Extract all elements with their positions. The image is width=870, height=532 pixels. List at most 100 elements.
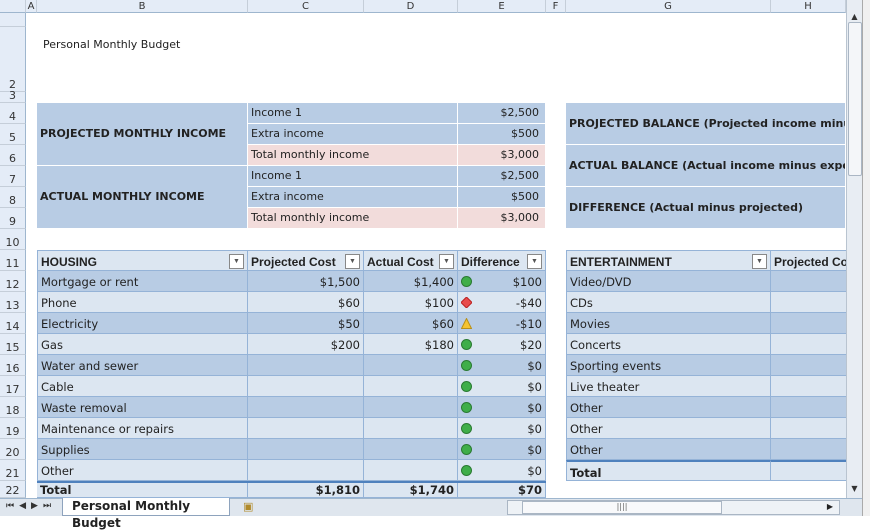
difference-cell[interactable]: $0 xyxy=(458,418,546,439)
actual-cost[interactable]: $180 xyxy=(364,334,458,355)
column-header[interactable]: H xyxy=(771,0,846,13)
income-item-value[interactable]: $3,000 xyxy=(458,145,546,166)
row-header[interactable]: 7 xyxy=(0,166,26,187)
actual-cost[interactable]: $60 xyxy=(364,313,458,334)
projected-cost[interactable] xyxy=(248,376,364,397)
actual-cost[interactable] xyxy=(364,418,458,439)
row-header[interactable]: 2 xyxy=(0,27,26,92)
filter-dropdown-icon[interactable]: ▼ xyxy=(229,254,244,269)
item-name[interactable]: Video/DVD xyxy=(566,271,771,292)
column-header[interactable]: B xyxy=(37,0,248,13)
row-header[interactable]: 14 xyxy=(0,313,26,334)
actual-cost[interactable]: $1,400 xyxy=(364,271,458,292)
item-name[interactable]: Gas xyxy=(37,334,248,355)
item-name[interactable]: Mortgage or rent xyxy=(37,271,248,292)
difference-cell[interactable]: -$10 xyxy=(458,313,546,334)
projected-cost[interactable] xyxy=(771,376,846,397)
actual-cost[interactable] xyxy=(364,376,458,397)
row-header[interactable]: 18 xyxy=(0,397,26,418)
column-header[interactable]: F xyxy=(546,0,566,13)
vertical-scrollbar[interactable]: ▲ ▼ xyxy=(846,0,862,498)
projected-cost[interactable] xyxy=(771,355,846,376)
row-header[interactable] xyxy=(0,13,26,27)
row-header[interactable]: 13 xyxy=(0,292,26,313)
projected-cost[interactable]: $50 xyxy=(248,313,364,334)
filter-dropdown-icon[interactable]: ▼ xyxy=(527,254,542,269)
item-name[interactable]: Maintenance or repairs xyxy=(37,418,248,439)
column-header[interactable]: C xyxy=(248,0,364,13)
scroll-thumb[interactable] xyxy=(848,22,862,176)
difference-cell[interactable]: -$40 xyxy=(458,292,546,313)
row-header[interactable]: 8 xyxy=(0,187,26,208)
row-header[interactable]: 6 xyxy=(0,145,26,166)
column-header[interactable]: D xyxy=(364,0,458,13)
projected-cost[interactable] xyxy=(248,397,364,418)
item-name[interactable]: Other xyxy=(566,397,771,418)
row-header[interactable]: 12 xyxy=(0,271,26,292)
projected-cost[interactable]: $60 xyxy=(248,292,364,313)
item-name[interactable]: CDs xyxy=(566,292,771,313)
projected-cost[interactable] xyxy=(248,460,364,481)
projected-cost[interactable] xyxy=(771,439,846,460)
item-name[interactable]: Water and sewer xyxy=(37,355,248,376)
difference-cell[interactable]: $100 xyxy=(458,271,546,292)
difference-cell[interactable]: $20 xyxy=(458,334,546,355)
horizontal-scrollbar[interactable]: |||| ▶ xyxy=(507,500,840,515)
table-header[interactable]: HOUSING ▼ xyxy=(37,250,248,271)
row-header[interactable]: 5 xyxy=(0,124,26,145)
item-name[interactable]: Phone xyxy=(37,292,248,313)
insert-sheet-icon[interactable]: ▣ xyxy=(243,500,254,513)
projected-cost[interactable] xyxy=(771,313,846,334)
filter-dropdown-icon[interactable]: ▼ xyxy=(345,254,360,269)
row-header[interactable]: 22 xyxy=(0,481,26,498)
row-header[interactable]: 9 xyxy=(0,208,26,229)
table-header[interactable]: Projected Cost xyxy=(771,250,846,271)
projected-cost[interactable] xyxy=(248,439,364,460)
select-all-button[interactable] xyxy=(0,0,26,13)
projected-cost[interactable]: $1,500 xyxy=(248,271,364,292)
actual-cost[interactable] xyxy=(364,439,458,460)
row-header[interactable]: 10 xyxy=(0,229,26,250)
row-header[interactable]: 11 xyxy=(0,250,26,271)
projected-cost[interactable] xyxy=(771,334,846,355)
table-header[interactable]: Actual Cost ▼ xyxy=(364,250,458,271)
difference-cell[interactable]: $0 xyxy=(458,376,546,397)
income-item-value[interactable]: $500 xyxy=(458,187,546,208)
difference-cell[interactable]: $0 xyxy=(458,355,546,376)
actual-cost[interactable]: $100 xyxy=(364,292,458,313)
column-header[interactable]: A xyxy=(26,0,37,13)
projected-cost[interactable] xyxy=(771,292,846,313)
tab-navigation-icons[interactable]: ⏮◀▶⏭ xyxy=(6,501,57,511)
row-header[interactable]: 3 xyxy=(0,89,26,103)
projected-cost[interactable] xyxy=(248,418,364,439)
row-header[interactable]: 4 xyxy=(0,103,26,124)
table-header[interactable]: Projected Cost ▼ xyxy=(248,250,364,271)
income-item-value[interactable]: $2,500 xyxy=(458,103,546,124)
item-name[interactable]: Supplies xyxy=(37,439,248,460)
item-name[interactable]: Cable xyxy=(37,376,248,397)
projected-cost[interactable] xyxy=(771,271,846,292)
item-name[interactable]: Electricity xyxy=(37,313,248,334)
projected-cost[interactable] xyxy=(771,418,846,439)
projected-cost[interactable]: $200 xyxy=(248,334,364,355)
sheet-tab[interactable]: Personal Monthly Budget xyxy=(62,498,230,530)
table-header[interactable]: ENTERTAINMENT ▼ xyxy=(566,250,771,271)
scroll-thumb[interactable]: |||| xyxy=(522,501,722,514)
income-item-value[interactable]: $2,500 xyxy=(458,166,546,187)
column-header[interactable]: G xyxy=(566,0,771,13)
actual-cost[interactable] xyxy=(364,355,458,376)
item-name[interactable]: Movies xyxy=(566,313,771,334)
row-header[interactable]: 19 xyxy=(0,418,26,439)
income-item-value[interactable]: $3,000 xyxy=(458,208,546,229)
difference-cell[interactable]: $0 xyxy=(458,439,546,460)
table-header[interactable]: Difference ▼ xyxy=(458,250,546,271)
scroll-up-icon[interactable]: ▲ xyxy=(851,12,858,21)
scroll-right-icon[interactable]: ▶ xyxy=(826,502,833,511)
row-header[interactable]: 15 xyxy=(0,334,26,355)
projected-cost[interactable] xyxy=(248,355,364,376)
item-name[interactable]: Other xyxy=(566,418,771,439)
filter-dropdown-icon[interactable]: ▼ xyxy=(439,254,454,269)
row-header[interactable]: 21 xyxy=(0,460,26,481)
income-item-value[interactable]: $500 xyxy=(458,124,546,145)
row-header[interactable]: 17 xyxy=(0,376,26,397)
